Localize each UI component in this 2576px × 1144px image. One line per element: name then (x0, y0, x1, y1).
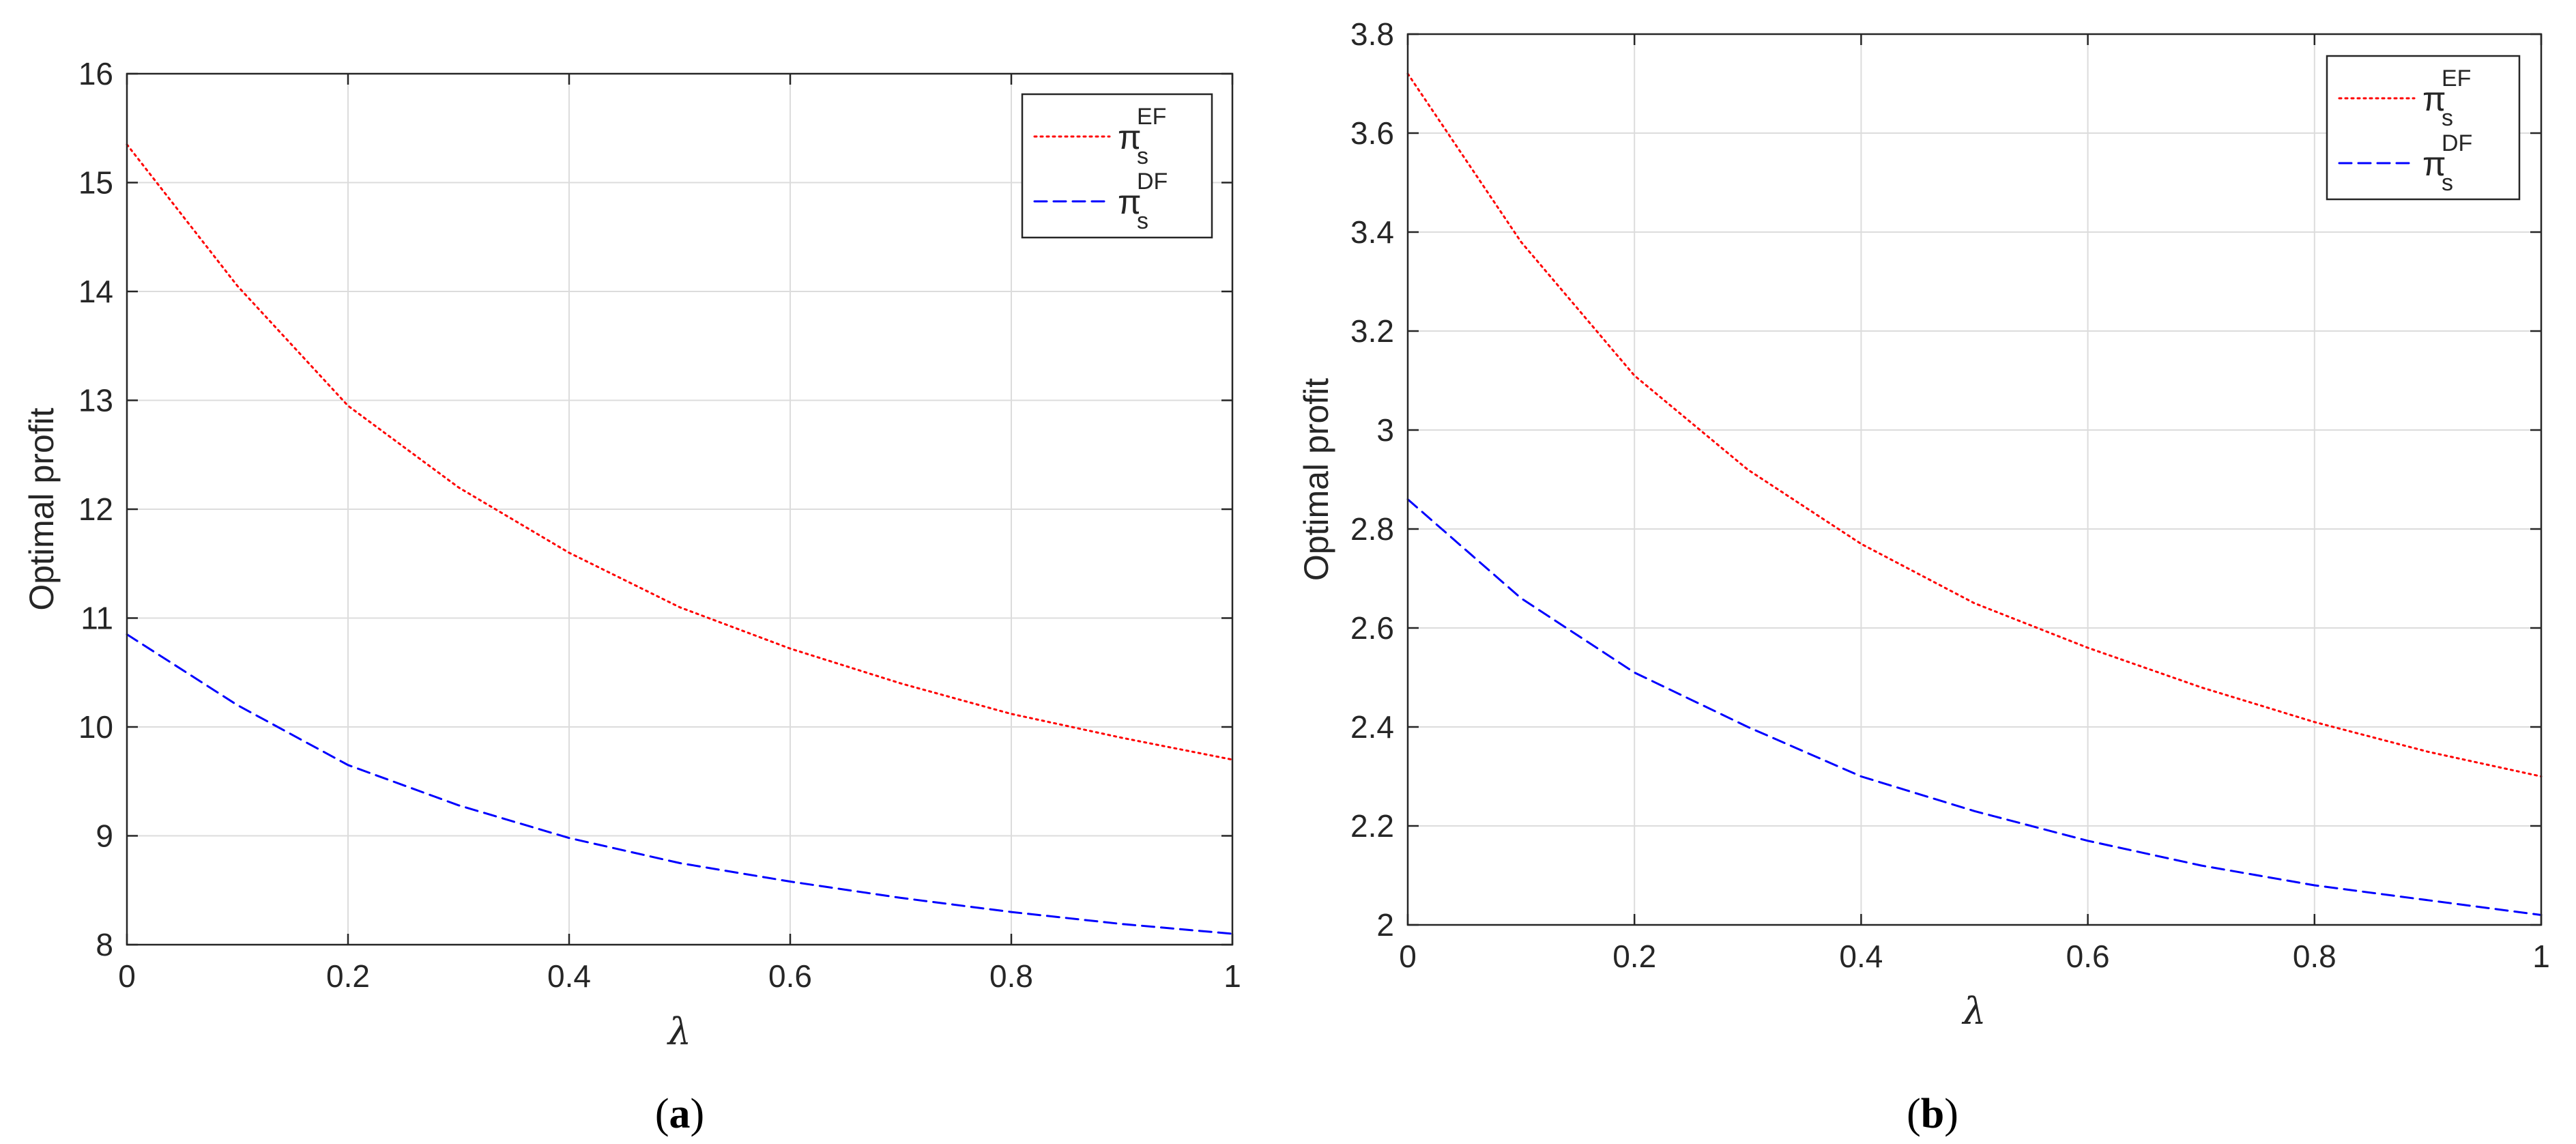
legend-subscript: s (1137, 208, 1148, 234)
x-tick-label: 0.8 (989, 958, 1033, 994)
x-tick-label: 1 (1224, 958, 1241, 994)
y-tick-label: 3.2 (1350, 313, 1394, 349)
caption-letter: a (669, 1091, 691, 1137)
caption-close: ) (691, 1091, 705, 1137)
y-tick-label: 8 (96, 927, 113, 962)
chart-panel-b: 0 0.2 0.4 0.6 0.8 1 2 2.2 2.4 2.6 2.8 3 3.2 3.4 3.6 3.8… (1297, 16, 2550, 1137)
x-tick-label: 1 (2532, 939, 2550, 974)
y-tick-label: 10 (78, 709, 113, 745)
caption-letter: b (1921, 1091, 1944, 1137)
y-tick-label: 13 (78, 383, 113, 418)
panel-caption: (b) (1907, 1091, 1958, 1137)
legend-superscript: EF (1137, 104, 1166, 130)
x-tick-label: 0.4 (547, 958, 591, 994)
legend-superscript: DF (1137, 169, 1168, 195)
y-tick-label: 2.6 (1350, 610, 1394, 646)
y-tick-label: 3.6 (1350, 115, 1394, 151)
panel-caption: (a) (655, 1091, 704, 1137)
x-tick-label: 0.2 (1612, 939, 1656, 974)
series-line-df (126, 633, 1234, 935)
y-axis-label: Optimal profit (23, 407, 61, 610)
y-tick-label: 12 (78, 491, 113, 527)
legend-subscript: s (2442, 105, 2453, 131)
legend-symbol: π (2422, 80, 2446, 118)
chart-panel-a: 0 0.2 0.4 0.6 0.8 1 8 9 10 11 12 13 14 15 16 λ Optimal p… (23, 56, 1241, 1137)
y-tick-label: 15 (78, 165, 113, 201)
y-tick-label: 3.4 (1350, 214, 1394, 250)
x-tick-label: 0.6 (2066, 939, 2110, 974)
x-tick-label: 0 (1399, 939, 1417, 974)
y-tick-label: 11 (81, 601, 113, 636)
legend-subscript: s (1137, 143, 1148, 169)
x-tick-label: 0.2 (326, 958, 370, 994)
y-tick-label: 2.4 (1350, 709, 1394, 745)
y-tick-label: 2.8 (1350, 511, 1394, 547)
y-tick-label: 9 (96, 818, 113, 854)
series-line-ef (126, 143, 1234, 761)
series-line-ef (1406, 72, 2543, 777)
y-tick-label: 2 (1376, 907, 1394, 943)
x-axis-label: λ (1961, 990, 1986, 1033)
series-line-df (1406, 498, 2543, 916)
x-tick-label: 0.4 (1839, 939, 1883, 974)
legend-subscript: s (2442, 170, 2453, 196)
legend-superscript: DF (2442, 130, 2472, 156)
y-tick-label: 16 (78, 56, 113, 91)
y-tick-label: 2.2 (1350, 808, 1394, 844)
caption-open: ( (1907, 1091, 1921, 1137)
y-tick-label: 3 (1376, 412, 1394, 448)
legend-box (2326, 55, 2521, 201)
x-tick-label: 0.6 (768, 958, 812, 994)
caption-open: ( (655, 1091, 669, 1137)
y-tick-label: 14 (78, 274, 113, 309)
axes-box (1406, 33, 2543, 926)
legend-superscript: EF (2442, 66, 2471, 91)
legend-symbol: π (2422, 145, 2446, 183)
legend-symbol: π (1118, 183, 1142, 221)
x-tick-label: 0 (118, 958, 136, 994)
x-axis-label: λ (667, 1010, 691, 1053)
y-axis-label: Optimal profit (1297, 378, 1335, 581)
legend-box (1021, 93, 1213, 239)
x-tick-label: 0.8 (2293, 939, 2336, 974)
legend-symbol: π (1118, 118, 1142, 156)
y-tick-label: 3.8 (1350, 16, 1394, 52)
caption-close: ) (1944, 1091, 1958, 1137)
